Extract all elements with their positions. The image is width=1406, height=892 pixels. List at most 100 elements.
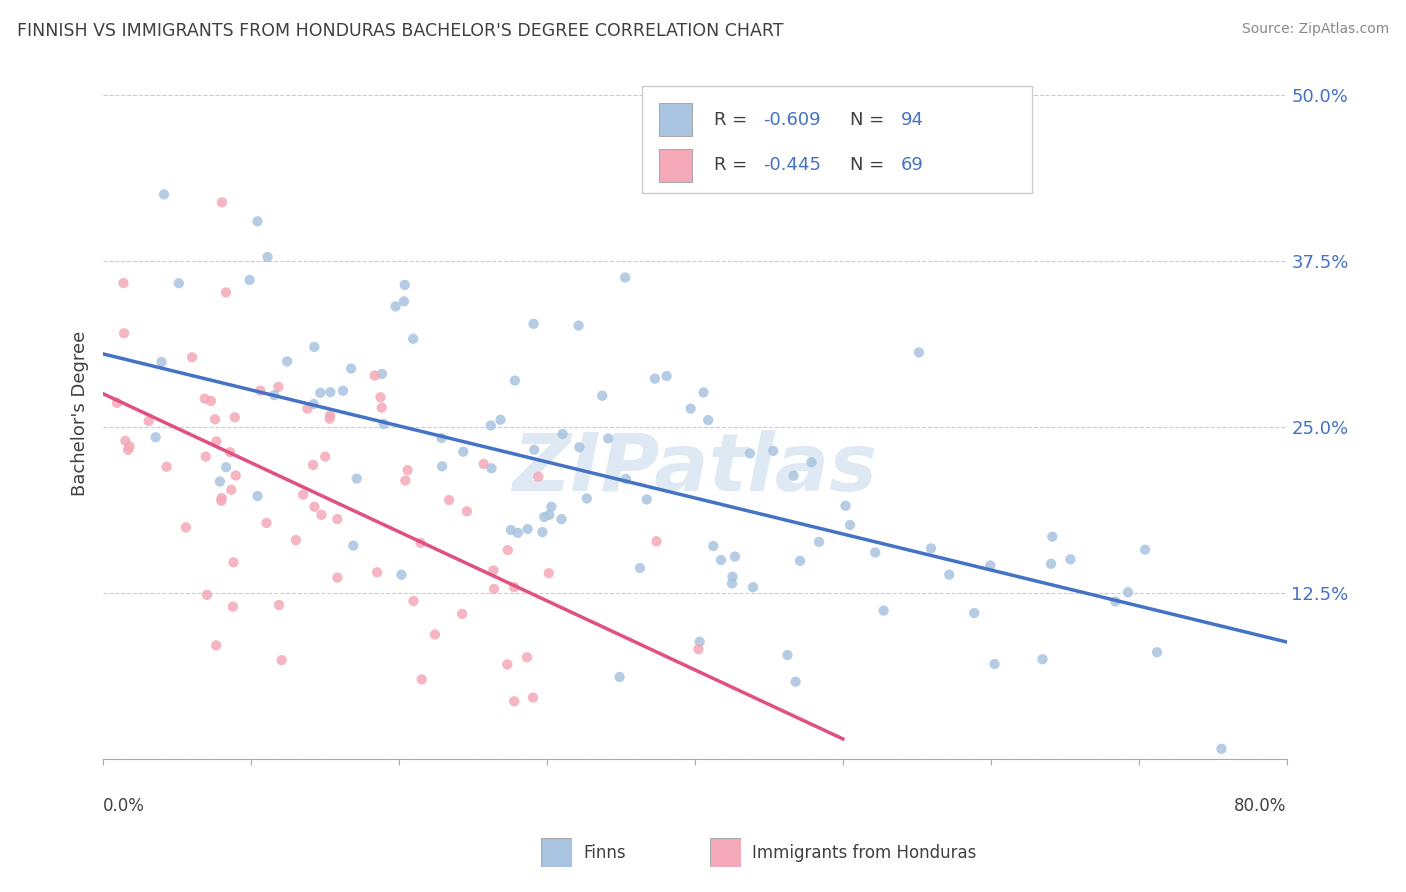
Point bbox=[194, 392, 217, 406]
Point bbox=[267, 380, 290, 394]
Point bbox=[503, 580, 526, 594]
Text: Immigrants from Honduras: Immigrants from Honduras bbox=[752, 844, 977, 862]
Point bbox=[538, 508, 561, 522]
Point bbox=[908, 345, 931, 359]
Text: R =: R = bbox=[714, 156, 752, 174]
Point bbox=[451, 607, 474, 621]
Point bbox=[430, 431, 453, 445]
Point bbox=[834, 499, 856, 513]
Point bbox=[246, 214, 269, 228]
Point bbox=[702, 539, 724, 553]
Point bbox=[655, 369, 678, 384]
Point bbox=[145, 430, 167, 444]
Point bbox=[782, 468, 804, 483]
Text: FINNISH VS IMMIGRANTS FROM HONDURAS BACHELOR'S DEGREE CORRELATION CHART: FINNISH VS IMMIGRANTS FROM HONDURAS BACH… bbox=[17, 22, 783, 40]
Point bbox=[194, 450, 217, 464]
Point bbox=[785, 674, 807, 689]
Point bbox=[391, 567, 413, 582]
Point bbox=[721, 569, 744, 583]
Text: R =: R = bbox=[714, 111, 752, 128]
Point bbox=[550, 512, 572, 526]
Point bbox=[200, 393, 222, 408]
Point bbox=[276, 354, 298, 368]
Point bbox=[800, 455, 823, 469]
Point bbox=[1146, 645, 1168, 659]
Point bbox=[394, 277, 416, 292]
Point bbox=[1031, 652, 1053, 666]
Point bbox=[112, 326, 135, 341]
Point bbox=[920, 541, 942, 556]
Point bbox=[540, 500, 562, 514]
Point bbox=[808, 534, 831, 549]
Point bbox=[153, 187, 176, 202]
Point bbox=[496, 543, 519, 558]
Point bbox=[167, 277, 190, 291]
Point bbox=[371, 367, 394, 381]
Point bbox=[118, 439, 141, 453]
Point bbox=[363, 368, 385, 383]
Point bbox=[411, 673, 433, 687]
Point bbox=[489, 413, 512, 427]
Point bbox=[318, 411, 340, 425]
Text: 80.0%: 80.0% bbox=[1234, 797, 1286, 814]
Point bbox=[423, 627, 446, 641]
Text: N =: N = bbox=[849, 156, 890, 174]
Point bbox=[1104, 594, 1126, 608]
Point bbox=[762, 443, 785, 458]
Point bbox=[402, 594, 425, 608]
Point bbox=[155, 459, 177, 474]
Point bbox=[692, 385, 714, 400]
Point bbox=[114, 434, 136, 448]
Point bbox=[209, 494, 232, 508]
Text: 0.0%: 0.0% bbox=[103, 797, 145, 814]
Point bbox=[292, 488, 315, 502]
Point bbox=[614, 270, 637, 285]
Point bbox=[738, 446, 761, 460]
FancyBboxPatch shape bbox=[659, 103, 693, 136]
Point bbox=[575, 491, 598, 506]
Point bbox=[332, 384, 354, 398]
Point bbox=[342, 539, 364, 553]
Point bbox=[326, 571, 349, 585]
Point bbox=[527, 469, 550, 483]
Point bbox=[1040, 530, 1063, 544]
Point bbox=[645, 534, 668, 549]
Point bbox=[402, 332, 425, 346]
Point bbox=[776, 648, 799, 662]
Point bbox=[537, 566, 560, 581]
Point bbox=[222, 555, 245, 569]
Point bbox=[256, 516, 278, 530]
Point bbox=[614, 472, 637, 486]
Point bbox=[496, 657, 519, 672]
Point bbox=[516, 522, 538, 536]
Point bbox=[112, 276, 135, 290]
Point bbox=[479, 418, 502, 433]
Point bbox=[636, 492, 658, 507]
Point bbox=[628, 561, 651, 575]
Point bbox=[246, 489, 269, 503]
Point bbox=[568, 440, 591, 454]
Point bbox=[284, 533, 307, 547]
Point bbox=[249, 384, 271, 398]
Point bbox=[205, 434, 228, 449]
Point bbox=[1059, 552, 1081, 566]
Point bbox=[863, 545, 886, 559]
Point bbox=[373, 417, 395, 431]
Point bbox=[219, 445, 242, 459]
Point bbox=[392, 294, 415, 309]
Point bbox=[215, 285, 238, 300]
Point bbox=[394, 474, 416, 488]
Point bbox=[522, 690, 544, 705]
Point bbox=[311, 508, 333, 522]
Point bbox=[568, 318, 591, 333]
Point bbox=[225, 468, 247, 483]
Text: -0.609: -0.609 bbox=[763, 111, 821, 128]
Point bbox=[516, 650, 538, 665]
Point bbox=[839, 518, 862, 533]
Point bbox=[309, 385, 332, 400]
Point bbox=[503, 694, 526, 708]
Point bbox=[346, 472, 368, 486]
Y-axis label: Bachelor's Degree: Bachelor's Degree bbox=[72, 331, 89, 496]
Point bbox=[482, 564, 505, 578]
Text: 94: 94 bbox=[901, 111, 924, 128]
